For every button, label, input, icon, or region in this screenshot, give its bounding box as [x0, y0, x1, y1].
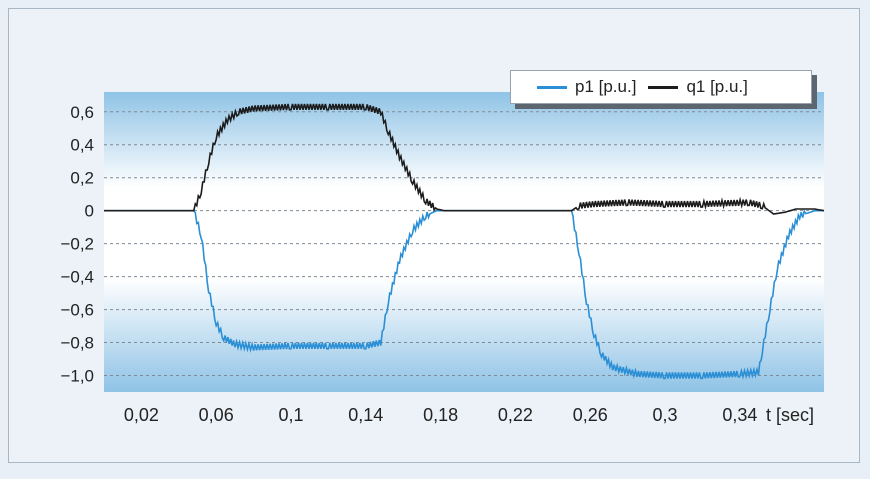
y-tick-label: −0,4 — [60, 268, 94, 287]
legend: p1 [p.u.] q1 [p.u.] — [510, 70, 812, 104]
x-tick-label: 0,34 — [722, 405, 757, 425]
x-tick-label: 0,18 — [423, 405, 458, 425]
y-tick-label: 0,4 — [70, 136, 94, 155]
series-lines — [104, 103, 825, 380]
y-tick-label: −0,6 — [60, 301, 94, 320]
x-tick-label: 0,06 — [199, 405, 234, 425]
x-tick-label: 0,14 — [348, 405, 383, 425]
y-tick-label: −0,2 — [60, 235, 94, 254]
x-tick-labels: 0,02 0,06 0,1 0,14 0,18 0,22 0,26 0,3 0,34 — [124, 405, 757, 425]
y-tick-label: 0 — [85, 202, 94, 221]
y-tick-label: 0,6 — [70, 103, 94, 122]
gridlines — [104, 111, 824, 377]
legend-label-q1: q1 [p.u.] — [686, 77, 748, 96]
legend-swatch-q1 — [648, 85, 679, 89]
x-tick-label: 0,22 — [498, 405, 533, 425]
x-tick-label: 0,1 — [278, 405, 303, 425]
y-tick-label: −0,8 — [60, 334, 94, 353]
x-tick-label: 0,26 — [573, 405, 608, 425]
y-tick-labels: 0,6 0,4 0,2 0 −0,2 −0,4 −0,6 −0,8 −1,0 — [60, 103, 94, 386]
legend-swatch-p1 — [537, 85, 567, 89]
x-axis-label: t [sec] — [766, 405, 814, 425]
legend-item-p1: p1 [p.u.] — [537, 77, 636, 97]
plot-area — [104, 92, 824, 392]
y-tick-label: 0,2 — [70, 169, 94, 188]
series-line-q1 — [104, 103, 825, 215]
y-tick-label: −1,0 — [60, 367, 94, 386]
x-tick-label: 0,3 — [653, 405, 678, 425]
legend-label-p1: p1 [p.u.] — [575, 77, 637, 96]
legend-item-q1: q1 [p.u.] — [648, 77, 748, 97]
x-tick-label: 0,02 — [124, 405, 159, 425]
